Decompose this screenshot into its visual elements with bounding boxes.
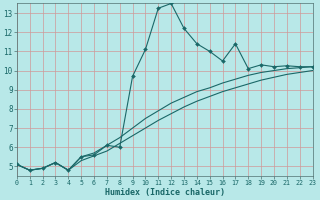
X-axis label: Humidex (Indice chaleur): Humidex (Indice chaleur) <box>105 188 225 197</box>
